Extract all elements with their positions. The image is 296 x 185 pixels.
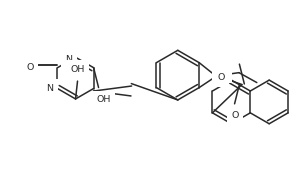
- Text: O: O: [26, 63, 33, 72]
- Text: N: N: [46, 84, 54, 93]
- Text: O: O: [217, 73, 224, 82]
- Text: O: O: [231, 111, 239, 120]
- Text: OH: OH: [70, 65, 85, 74]
- Text: OH: OH: [96, 95, 111, 105]
- Text: N: N: [66, 55, 73, 64]
- Text: O: O: [220, 69, 228, 78]
